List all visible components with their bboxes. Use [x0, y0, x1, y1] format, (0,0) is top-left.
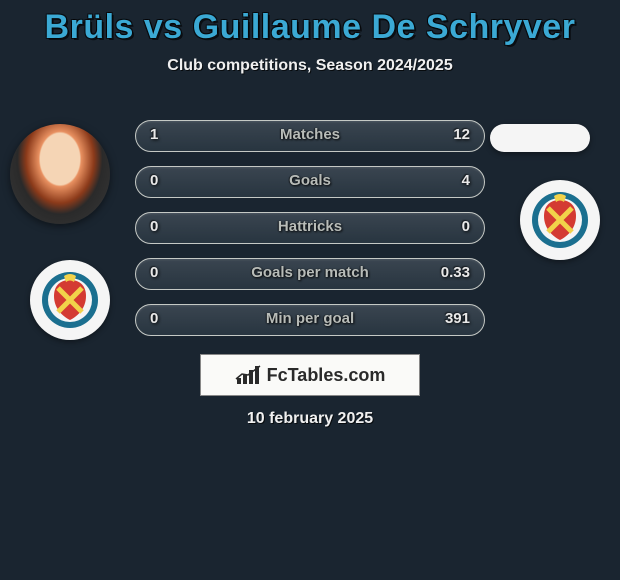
- chart-icon: [235, 364, 261, 386]
- stat-label: Goals: [136, 172, 484, 189]
- club-left-badge: [30, 260, 110, 340]
- player-left-photo: [10, 124, 110, 224]
- page-subtitle: Club competitions, Season 2024/2025: [0, 57, 620, 75]
- stat-row-matches: 1 Matches 12: [135, 120, 485, 152]
- brand-watermark: FcTables.com: [200, 354, 420, 396]
- stat-right-value: 12: [453, 126, 470, 143]
- club-crest-icon: [530, 190, 590, 250]
- stat-right-value: 0.33: [441, 264, 470, 281]
- stat-right-value: 391: [445, 310, 470, 327]
- stat-label: Goals per match: [136, 264, 484, 281]
- page-title: Brüls vs Guillaume De Schryver: [0, 0, 620, 47]
- stat-row-goals-per-match: 0 Goals per match 0.33: [135, 258, 485, 290]
- stat-right-value: 0: [462, 218, 470, 235]
- stat-row-hattricks: 0 Hattricks 0: [135, 212, 485, 244]
- stat-row-min-per-goal: 0 Min per goal 391: [135, 304, 485, 336]
- stat-row-goals: 0 Goals 4: [135, 166, 485, 198]
- brand-text: FcTables.com: [267, 365, 386, 386]
- stat-label: Min per goal: [136, 310, 484, 327]
- stat-right-value: 4: [462, 172, 470, 189]
- stat-label: Hattricks: [136, 218, 484, 235]
- club-right-badge: [520, 180, 600, 260]
- stat-label: Matches: [136, 126, 484, 143]
- date-text: 10 february 2025: [0, 410, 620, 428]
- club-crest-icon: [40, 270, 100, 330]
- player-right-photo: [490, 124, 590, 152]
- stats-container: 1 Matches 12 0 Goals 4 0 Hattricks 0 0 G…: [135, 120, 485, 350]
